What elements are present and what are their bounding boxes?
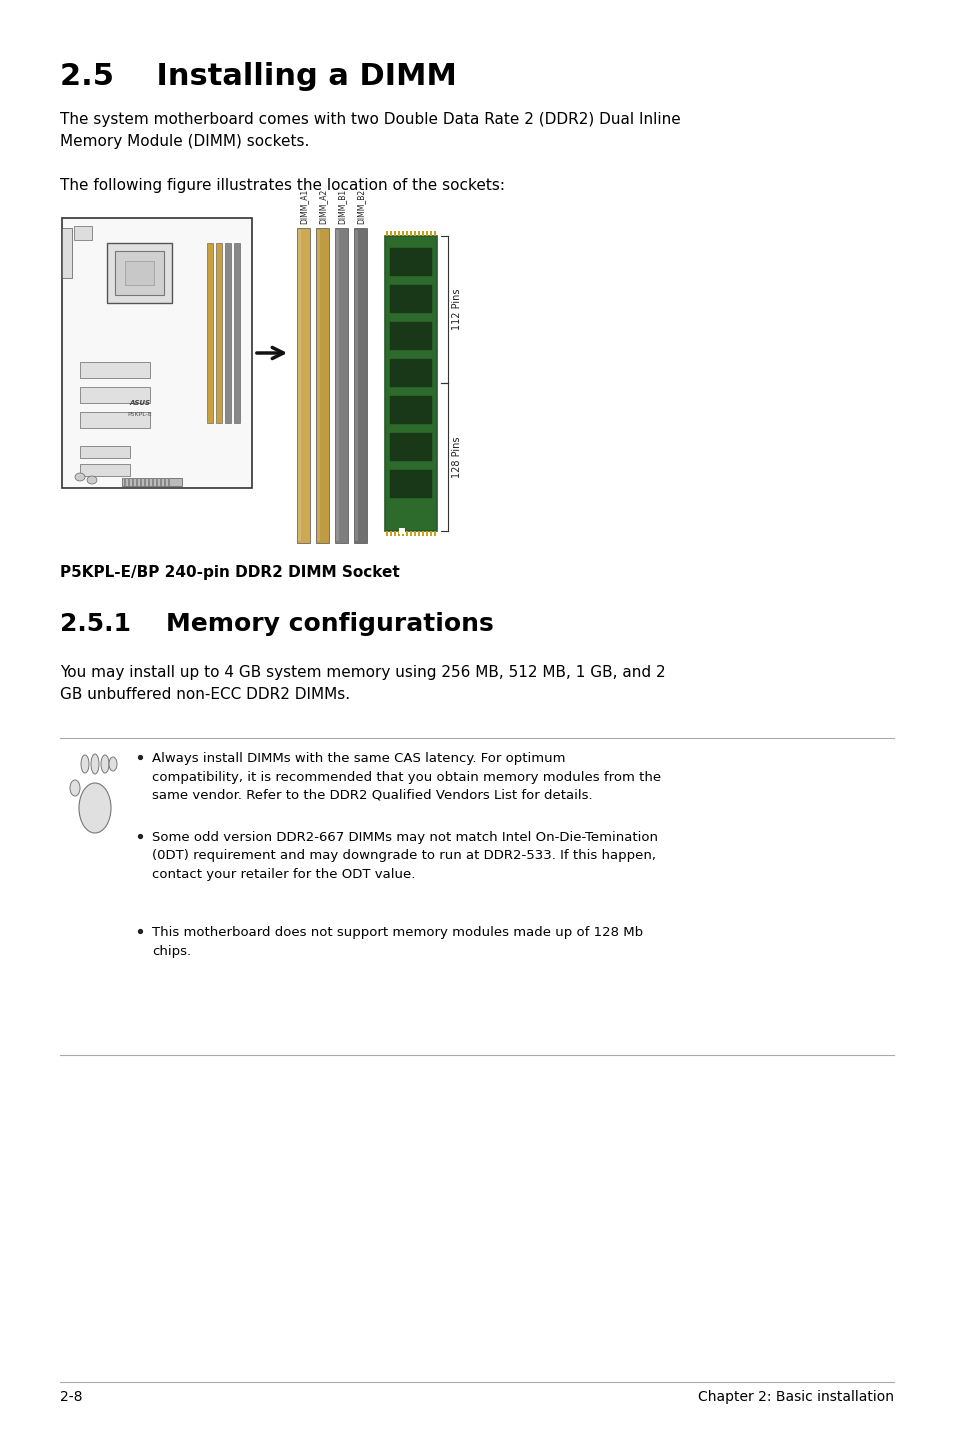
Bar — [296, 229, 310, 544]
Bar — [390, 360, 432, 387]
Bar — [74, 226, 91, 240]
Text: The following figure illustrates the location of the sockets:: The following figure illustrates the loc… — [60, 178, 504, 193]
FancyArrowPatch shape — [256, 348, 283, 358]
Bar — [401, 531, 403, 536]
Bar — [80, 413, 150, 429]
Text: ASUS: ASUS — [130, 400, 151, 406]
Bar — [80, 362, 150, 378]
Bar — [156, 477, 158, 486]
Bar — [426, 232, 428, 236]
Text: This motherboard does not support memory modules made up of 128 Mb
chips.: This motherboard does not support memory… — [152, 926, 642, 958]
Ellipse shape — [91, 754, 99, 774]
Bar — [430, 232, 432, 236]
Bar — [233, 243, 240, 423]
Ellipse shape — [109, 756, 117, 771]
Ellipse shape — [81, 755, 89, 774]
Bar — [414, 232, 416, 236]
Bar — [140, 477, 142, 486]
Bar — [107, 243, 172, 303]
Ellipse shape — [70, 779, 80, 797]
Text: 128 Pins: 128 Pins — [452, 436, 461, 477]
Text: DIMM_A2: DIMM_A2 — [317, 188, 327, 224]
Bar — [397, 232, 399, 236]
Bar — [160, 477, 162, 486]
Bar — [115, 252, 164, 295]
Bar — [390, 322, 432, 349]
Text: P5KPL-E: P5KPL-E — [128, 413, 152, 417]
Bar — [434, 232, 436, 236]
Bar — [417, 531, 419, 536]
Bar — [125, 262, 153, 285]
Bar — [390, 531, 392, 536]
Bar — [406, 232, 408, 236]
Bar — [215, 243, 222, 423]
Text: 2.5    Installing a DIMM: 2.5 Installing a DIMM — [60, 62, 456, 91]
Bar — [390, 247, 432, 276]
Bar — [410, 531, 412, 536]
Bar — [124, 477, 126, 486]
Bar — [148, 477, 150, 486]
Bar — [297, 230, 301, 541]
Bar — [390, 433, 432, 462]
Bar — [122, 477, 182, 486]
Bar — [401, 232, 403, 236]
Bar — [354, 229, 367, 544]
Bar — [207, 243, 213, 423]
Bar — [335, 230, 338, 541]
Bar — [390, 395, 432, 424]
Bar — [80, 464, 130, 476]
Bar — [390, 232, 392, 236]
Bar — [80, 446, 130, 457]
Text: The system motherboard comes with two Double Data Rate 2 (DDR2) Dual Inline
Memo: The system motherboard comes with two Do… — [60, 112, 680, 150]
Bar — [430, 531, 432, 536]
Ellipse shape — [87, 476, 97, 485]
Text: Some odd version DDR2-667 DIMMs may not match Intel On-Die-Temination
(0DT) requ: Some odd version DDR2-667 DIMMs may not … — [152, 831, 658, 881]
Text: P5KPL-E/BP 240-pin DDR2 DIMM Socket: P5KPL-E/BP 240-pin DDR2 DIMM Socket — [60, 565, 399, 580]
Bar — [394, 232, 395, 236]
Bar — [421, 531, 423, 536]
Text: You may install up to 4 GB system memory using 256 MB, 512 MB, 1 GB, and 2
GB un: You may install up to 4 GB system memory… — [60, 664, 665, 702]
Bar — [168, 477, 170, 486]
Text: DIMM_B2: DIMM_B2 — [355, 188, 365, 224]
Bar — [315, 229, 329, 544]
Ellipse shape — [79, 784, 111, 833]
Bar — [80, 387, 150, 403]
Bar — [398, 528, 405, 533]
Bar — [62, 229, 71, 278]
Bar — [62, 219, 252, 487]
Text: DIMM_B1: DIMM_B1 — [336, 188, 346, 224]
Text: Chapter 2: Basic installation: Chapter 2: Basic installation — [698, 1391, 893, 1403]
Bar — [128, 477, 130, 486]
Bar — [394, 531, 395, 536]
Bar — [410, 232, 412, 236]
Bar — [434, 531, 436, 536]
Bar — [406, 531, 408, 536]
Bar — [335, 229, 348, 544]
Bar — [136, 477, 138, 486]
Bar — [414, 531, 416, 536]
Text: Always install DIMMs with the same CAS latency. For optimum
compatibility, it is: Always install DIMMs with the same CAS l… — [152, 752, 660, 802]
Ellipse shape — [75, 473, 85, 480]
Bar — [385, 236, 436, 531]
Bar — [426, 531, 428, 536]
Bar — [390, 470, 432, 498]
Bar — [355, 230, 357, 541]
Bar — [164, 477, 166, 486]
Bar — [152, 477, 153, 486]
Bar — [417, 232, 419, 236]
Bar — [421, 232, 423, 236]
Bar — [390, 285, 432, 313]
Text: 2.5.1    Memory configurations: 2.5.1 Memory configurations — [60, 613, 494, 636]
Bar — [132, 477, 133, 486]
Text: 2-8: 2-8 — [60, 1391, 82, 1403]
Bar — [225, 243, 231, 423]
Ellipse shape — [101, 755, 109, 774]
Bar — [386, 232, 388, 236]
Bar — [144, 477, 146, 486]
Bar — [397, 531, 399, 536]
Text: 112 Pins: 112 Pins — [452, 288, 461, 329]
Bar — [386, 531, 388, 536]
Text: DIMM_A1: DIMM_A1 — [298, 188, 308, 224]
Bar — [316, 230, 319, 541]
